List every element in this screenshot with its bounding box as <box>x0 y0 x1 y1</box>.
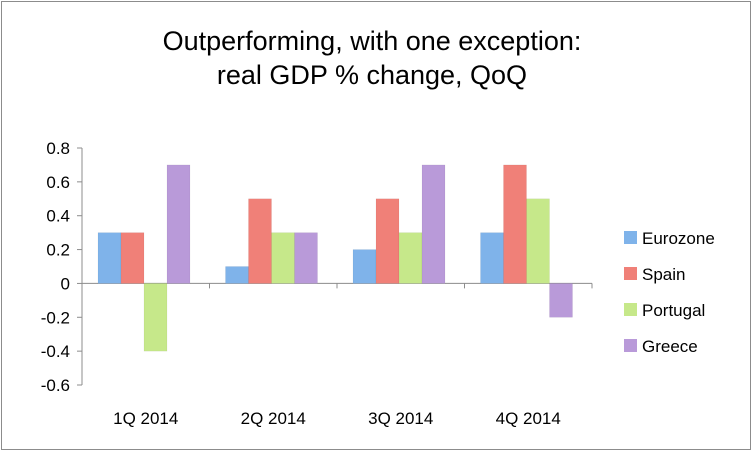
bar-portugal <box>526 198 550 284</box>
y-tick-label: 0.4 <box>46 207 70 226</box>
y-tick-label: 0.6 <box>46 173 70 192</box>
chart-title-line-1: Outperforming, with one exception: <box>162 26 582 56</box>
bar-eurozone <box>225 266 249 284</box>
legend-label-portugal: Portugal <box>642 301 705 320</box>
y-tick-label: 0 <box>61 274 70 293</box>
bar-eurozone <box>97 232 122 284</box>
y-tick-label: -0.6 <box>41 376 70 395</box>
x-tick-label: 1Q 2014 <box>113 409 178 428</box>
legend-swatch-spain <box>624 267 637 280</box>
y-tick-label: 0.8 <box>46 139 70 158</box>
bar-spain <box>375 198 400 284</box>
bar-greece <box>421 164 446 284</box>
bar-spain <box>503 164 527 284</box>
x-tick-label: 2Q 2014 <box>241 409 306 428</box>
bar-portugal <box>143 283 168 352</box>
legend-label-eurozone: Eurozone <box>642 229 715 248</box>
bar-greece <box>549 283 573 318</box>
legend-label-greece: Greece <box>642 337 698 356</box>
chart-title: Outperforming, with one exception: real … <box>2 24 742 92</box>
y-tick-label: -0.2 <box>41 308 70 327</box>
y-tick-label: 0.2 <box>46 241 70 260</box>
x-tick-label: 4Q 2014 <box>496 409 561 428</box>
legend-swatch-eurozone <box>624 231 637 244</box>
legend-label-spain: Spain <box>642 265 685 284</box>
x-tick-label: 3Q 2014 <box>368 409 433 428</box>
bar-greece <box>294 232 318 284</box>
chart-title-line-2: real GDP % change, QoQ <box>216 60 528 90</box>
y-tick-label: -0.4 <box>41 342 70 361</box>
bar-spain <box>248 198 272 284</box>
legend-swatch-greece <box>624 339 637 352</box>
bar-portugal <box>271 232 295 284</box>
bar-spain <box>120 232 145 284</box>
bar-greece <box>166 164 191 284</box>
bar-portugal <box>398 232 423 284</box>
bar-eurozone <box>352 249 377 284</box>
bar-eurozone <box>480 232 504 284</box>
legend-swatch-portugal <box>624 303 637 316</box>
